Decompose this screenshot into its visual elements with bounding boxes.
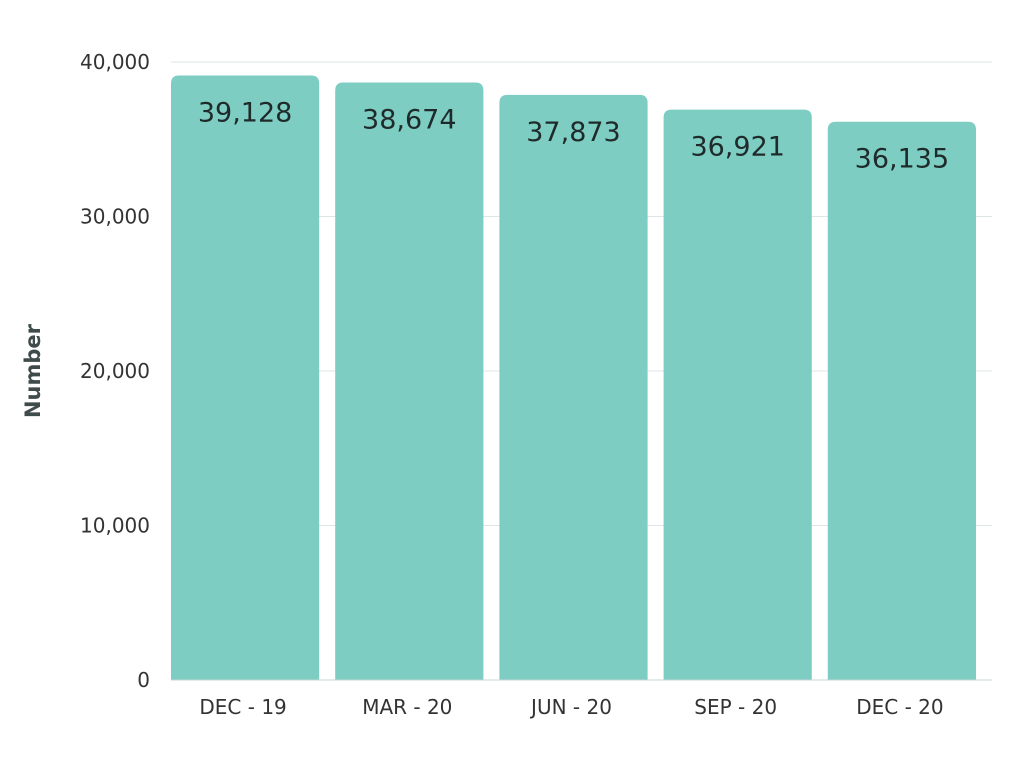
bar-value-label: 39,128	[198, 97, 292, 128]
y-tick-label: 0	[137, 668, 150, 692]
x-tick-label: JUN - 20	[529, 695, 612, 719]
y-tick-label: 40,000	[80, 50, 150, 74]
x-tick-label: DEC - 20	[856, 695, 943, 719]
bar	[335, 82, 484, 681]
bar-value-label: 36,135	[855, 144, 949, 175]
x-tick-label: SEP - 20	[694, 695, 777, 719]
y-axis-title: Number	[21, 323, 45, 418]
y-axis-ticks: 0 10,000 20,000 30,000 40,000	[80, 50, 150, 692]
y-tick-label: 20,000	[80, 359, 150, 383]
bar-value-label: 37,873	[526, 117, 620, 148]
bar-value-label: 38,674	[362, 104, 456, 135]
bar	[499, 94, 648, 680]
bar	[827, 121, 976, 681]
y-tick-label: 30,000	[80, 205, 150, 229]
x-tick-label: MAR - 20	[362, 695, 452, 719]
bar	[171, 75, 320, 680]
value-labels: 39,128 38,674 37,873 36,921 36,135	[198, 97, 949, 174]
y-tick-label: 10,000	[80, 514, 150, 538]
bars	[171, 75, 976, 681]
x-axis-ticks: DEC - 19 MAR - 20 JUN - 20 SEP - 20 DEC - 20	[199, 695, 943, 719]
bar-value-label: 36,921	[690, 132, 784, 163]
bar	[663, 109, 812, 680]
x-tick-label: DEC - 19	[199, 695, 286, 719]
